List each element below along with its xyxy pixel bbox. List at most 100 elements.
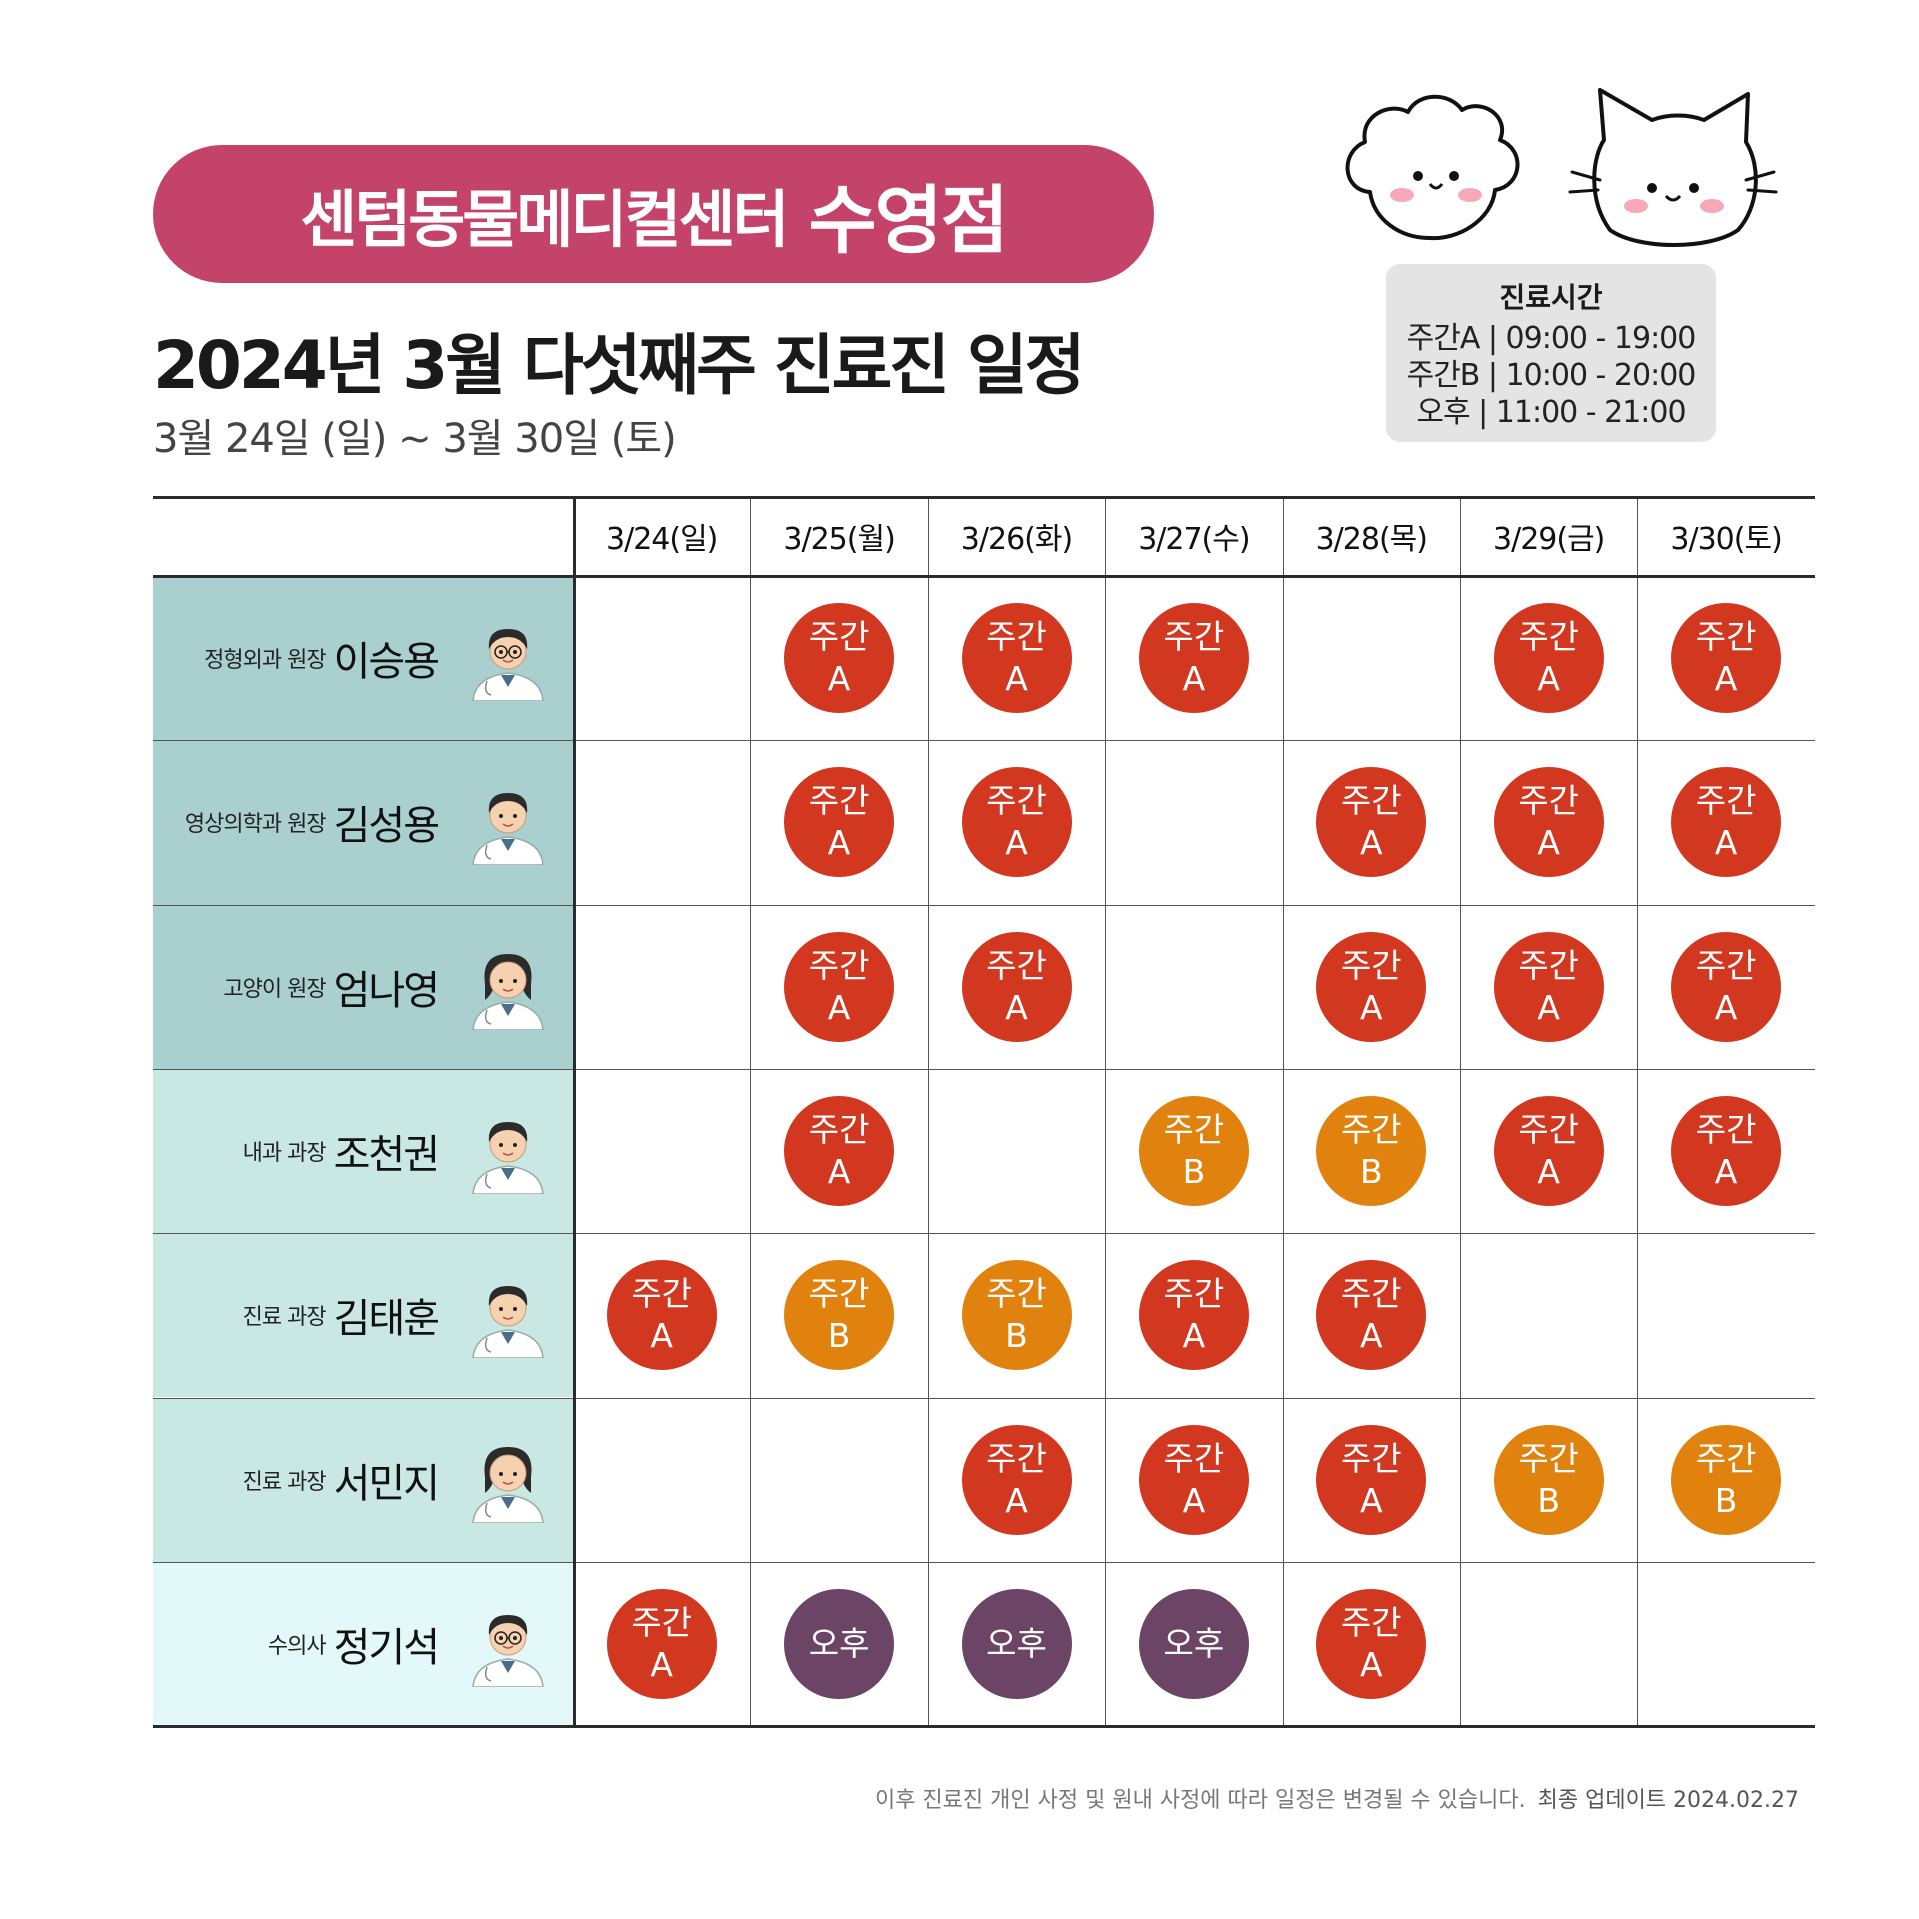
doctor-role: 영상의학과 원장	[184, 812, 327, 838]
shift-badge: 주간 A	[961, 603, 1072, 714]
branch-name: 수영점	[808, 177, 1009, 264]
shift-badge: 주간 A	[1671, 1096, 1782, 1207]
doctor-female-avatar	[465, 944, 551, 1031]
doctor-label: 진료 과장 김태훈	[242, 1233, 440, 1397]
hours-line: 주간B | 10:00 - 20:00	[1406, 357, 1697, 393]
table-bottom-border	[153, 1725, 1815, 1728]
shift-badge: 주간 A	[961, 1424, 1072, 1535]
doctor-cell: 진료 과장 김태훈	[153, 1233, 573, 1398]
doctor-avatar	[465, 1272, 551, 1360]
shift-badge: 주간 B	[1316, 1096, 1427, 1207]
shift-badge: 오후	[1138, 1588, 1249, 1699]
doctor-name: 정기석	[333, 1624, 440, 1671]
table-header-border	[153, 575, 1815, 578]
doctor-role: 내과 과장	[242, 1141, 327, 1167]
doctor-label: 수의사 정기석	[267, 1562, 440, 1726]
cat-face-icon	[1568, 88, 1778, 247]
doctor-name: 김성용	[333, 803, 440, 850]
shift-badge: 주간 A	[1138, 1424, 1249, 1535]
day-header: 3/27(수)	[1138, 522, 1250, 557]
doctor-label: 내과 과장 조천권	[242, 1069, 440, 1233]
footer-updated: 최종 업데이트 2024.02.27	[1537, 1788, 1799, 1813]
hours-line: 오후 | 11:00 - 21:00	[1416, 394, 1686, 430]
doctor-cell: 내과 과장 조천권	[153, 1068, 573, 1234]
shift-badge: 주간 A	[784, 767, 895, 878]
doctor-name: 조천권	[333, 1132, 440, 1179]
row-divider	[153, 740, 1815, 742]
shift-badge: 주간 A	[1138, 603, 1249, 714]
day-header: 3/26(화)	[960, 522, 1073, 557]
shift-badge: 주간 A	[1316, 1260, 1427, 1371]
footer-notice: 이후 진료진 개인 사정 및 원내 사정에 따라 일정은 변경될 수 있습니다.	[874, 1788, 1526, 1813]
shift-badge: 주간 A	[1493, 603, 1604, 714]
shift-badge: 주간 B	[1138, 1096, 1249, 1207]
shift-badge: 주간 A	[784, 931, 895, 1042]
doctor-role: 고양이 원장	[223, 976, 326, 1002]
day-header: 3/24(일)	[606, 522, 718, 557]
shift-badge: 주간 A	[1671, 603, 1782, 714]
doctor-label: 영상의학과 원장 김성용	[184, 740, 440, 904]
doctor-label: 고양이 원장 엄나영	[223, 905, 440, 1069]
footer-note: 이후 진료진 개인 사정 및 원내 사정에 따라 일정은 변경될 수 있습니다.…	[875, 1782, 1799, 1814]
day-header: 3/28(목)	[1315, 522, 1428, 557]
column-divider	[1105, 496, 1107, 1728]
row-divider	[153, 1068, 1815, 1070]
shift-badge: 주간 A	[1493, 1096, 1604, 1207]
shift-badge: 주간 A	[1671, 931, 1782, 1042]
column-divider	[750, 496, 752, 1728]
doctor-cell: 수의사 정기석	[153, 1561, 573, 1727]
doctor-role: 수의사	[267, 1633, 327, 1659]
shift-badge: 주간 A	[784, 603, 895, 714]
doctor-name: 엄나영	[333, 967, 440, 1014]
shift-badge: 주간 A	[1316, 767, 1427, 878]
day-header: 3/25(월)	[783, 522, 895, 557]
doctor-glasses-avatar	[465, 615, 551, 702]
doctor-cell: 영상의학과 원장 김성용	[153, 740, 573, 905]
shift-badge: 주간 A	[606, 1588, 717, 1699]
schedule-table: 정형외과 원장 이승용 영상의학과 원장 김성용 고양이 원장 엄나영 내과 과장 조천권 진료…	[153, 496, 1815, 1728]
doctor-avatar	[465, 1108, 551, 1195]
doctor-role: 진료 과장	[242, 1305, 327, 1331]
page-title: 2024년 3월 다섯째주 진료진 일정	[153, 327, 1085, 404]
column-divider	[927, 496, 929, 1728]
shift-badge: 오후	[784, 1588, 895, 1699]
doctor-label: 진료 과장 서민지	[242, 1398, 440, 1562]
hours-line: 주간A | 09:00 - 19:00	[1406, 320, 1697, 356]
column-divider	[1460, 496, 1461, 1728]
row-divider	[153, 904, 1815, 906]
shift-badge: 주간 A	[961, 767, 1072, 878]
shift-badge: 주간 A	[961, 931, 1072, 1042]
shift-badge: 주간 B	[1493, 1424, 1604, 1535]
shift-badge: 주간 A	[1671, 767, 1782, 878]
doctor-role: 진료 과장	[242, 1469, 327, 1495]
day-header: 3/30(토)	[1670, 522, 1782, 557]
hours-title: 진료시간	[1499, 280, 1603, 314]
shift-badge: 주간 A	[1493, 767, 1604, 878]
name-column-divider	[573, 496, 576, 1728]
doctor-glasses-avatar	[465, 1601, 551, 1688]
shift-badge: 주간 A	[1138, 1260, 1249, 1371]
doctor-label: 정형외과 원장 이승용	[204, 576, 440, 740]
dog-face-icon	[1345, 94, 1520, 241]
shift-badge: 주간 A	[784, 1096, 895, 1207]
doctor-name: 서민지	[333, 1460, 440, 1507]
shift-badge: 주간 A	[1316, 1588, 1427, 1699]
shift-badge: 주간 A	[1316, 931, 1427, 1042]
shift-badge: 주간 B	[961, 1260, 1072, 1371]
column-divider	[1282, 496, 1284, 1728]
row-divider	[153, 1397, 1815, 1399]
hours-box: 진료시간 주간A | 09:00 - 19:00 주간B | 10:00 - 2…	[1386, 264, 1716, 442]
shift-badge: 주간 B	[784, 1260, 895, 1371]
doctor-cell: 진료 과장 서민지	[153, 1397, 573, 1562]
doctor-avatar	[465, 779, 551, 867]
shift-badge: 주간 A	[1493, 931, 1604, 1042]
pets-illustration	[1345, 88, 1778, 247]
date-range: 3월 24일 (일) ~ 3월 30일 (토)	[153, 416, 677, 462]
row-divider	[153, 1233, 1815, 1235]
doctor-cell: 정형외과 원장 이승용	[153, 576, 573, 741]
day-header: 3/29(금)	[1493, 522, 1605, 557]
shift-badge: 주간 A	[1316, 1424, 1427, 1535]
shift-badge: 주간 A	[606, 1260, 717, 1371]
shift-badge: 오후	[961, 1588, 1072, 1699]
row-divider	[153, 1561, 1815, 1563]
